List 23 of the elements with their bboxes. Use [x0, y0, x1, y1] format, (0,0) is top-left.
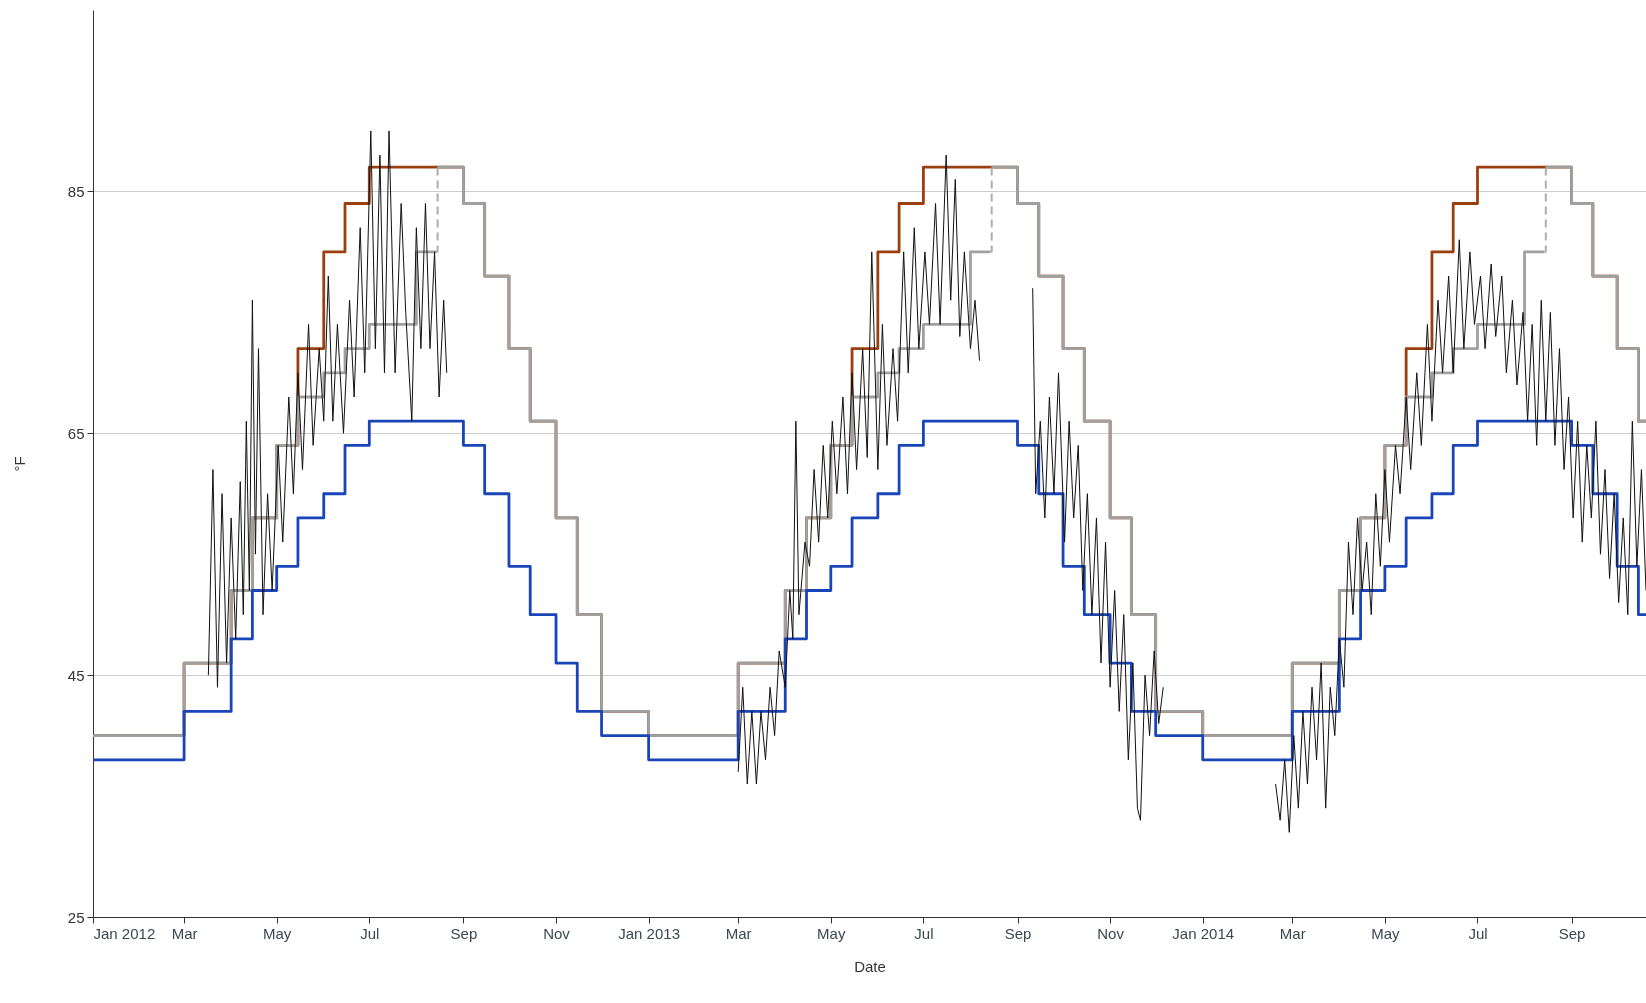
x-tick-label: Jan 2013 [618, 924, 680, 942]
x-tick-label: May [817, 924, 846, 942]
x-axis-title: Date [854, 957, 886, 975]
x-tick-label: Mar [171, 924, 198, 942]
x-tick-label: Nov [543, 924, 571, 942]
x-tick-label: Mar [725, 924, 752, 942]
x-tick-label: Sep [1004, 924, 1032, 942]
x-tick-label: Jul [1468, 924, 1488, 942]
x-tick-label: Jan 2014 [1172, 924, 1235, 942]
x-tick-label: Mar [1279, 924, 1306, 942]
x-tick-label: Jul [914, 924, 934, 942]
y-tick-label: 45 [67, 666, 85, 684]
x-tick-label: Jan 2012 [93, 924, 156, 942]
y-tick-label: 65 [67, 424, 85, 442]
x-tick-label: May [1371, 924, 1401, 942]
y-tick-label: 85 [67, 182, 85, 200]
x-tick-label: Nov [1097, 924, 1125, 942]
x-tick-label: Sep [450, 924, 478, 942]
y-tick-label: 25 [67, 908, 85, 926]
x-tick-label: Jul [360, 924, 380, 942]
y-axis-title: °F [10, 456, 28, 472]
x-tick-label: Sep [1558, 924, 1586, 942]
x-tick-label: May [263, 924, 292, 942]
